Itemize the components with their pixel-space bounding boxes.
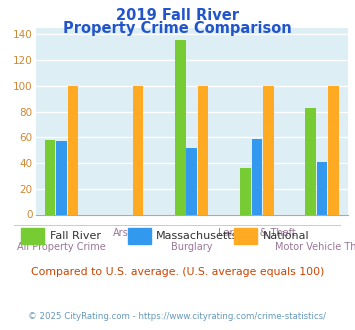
Bar (251, 139, 262, 214)
Text: Motor Vehicle Theft: Motor Vehicle Theft (274, 243, 355, 252)
Bar (240, 168, 251, 214)
Bar (45, 140, 55, 214)
Bar (68, 86, 78, 214)
Bar (317, 162, 327, 214)
Text: Massachusetts: Massachusetts (156, 231, 239, 241)
Text: Burglary: Burglary (171, 243, 212, 252)
Text: 2019 Fall River: 2019 Fall River (116, 8, 239, 23)
Bar (186, 148, 197, 214)
Text: © 2025 CityRating.com - https://www.cityrating.com/crime-statistics/: © 2025 CityRating.com - https://www.city… (28, 312, 327, 321)
Text: Larceny & Theft: Larceny & Theft (218, 228, 296, 238)
Bar (198, 86, 208, 214)
Text: All Property Crime: All Property Crime (17, 243, 106, 252)
Text: National: National (263, 231, 309, 241)
Text: Arson: Arson (113, 228, 141, 238)
Bar (175, 40, 186, 214)
Bar (263, 86, 273, 214)
Bar (133, 86, 143, 214)
Bar (56, 141, 67, 214)
Bar (305, 108, 316, 214)
Text: Compared to U.S. average. (U.S. average equals 100): Compared to U.S. average. (U.S. average … (31, 267, 324, 277)
Text: Property Crime Comparison: Property Crime Comparison (63, 21, 292, 36)
Text: Fall River: Fall River (50, 231, 101, 241)
Bar (328, 86, 339, 214)
